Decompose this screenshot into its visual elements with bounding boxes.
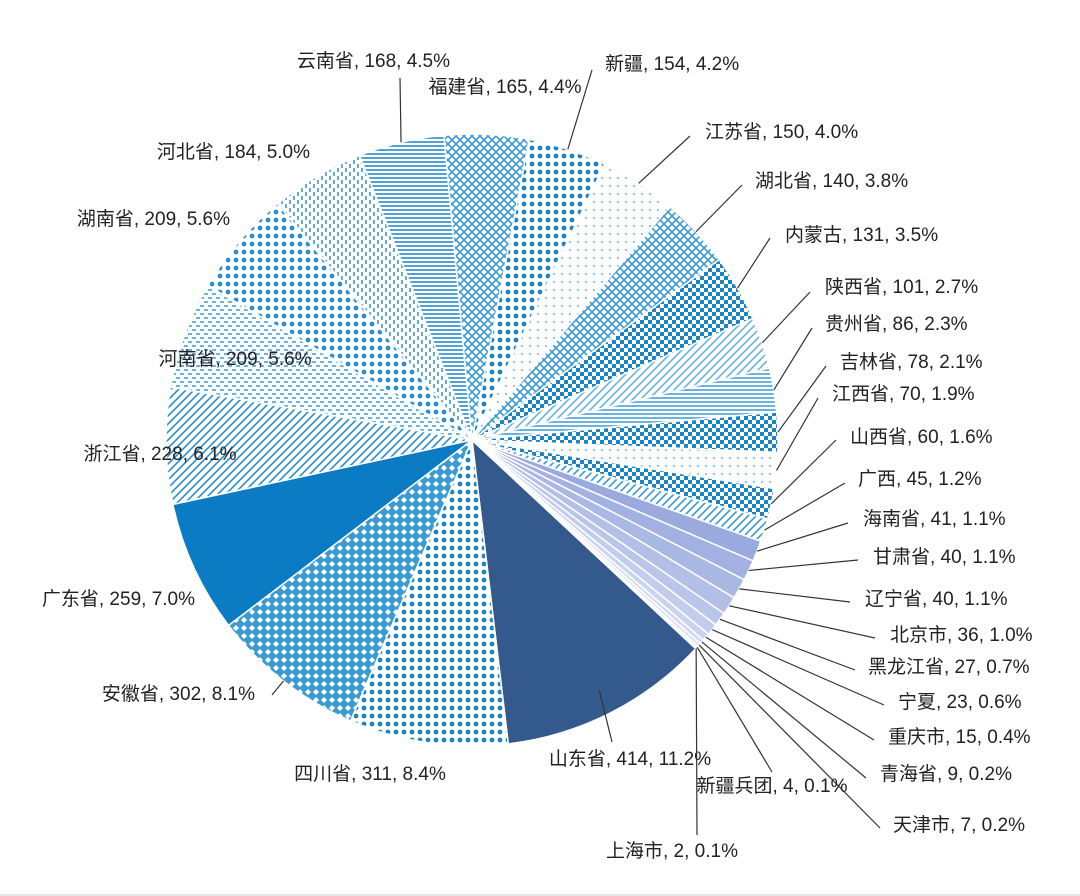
data-label: 甘肃省, 40, 1.1% bbox=[873, 546, 1016, 568]
leader-line bbox=[737, 237, 771, 289]
leader-line bbox=[729, 605, 876, 639]
data-label: 重庆市, 15, 0.4% bbox=[888, 726, 1031, 748]
pie-slice bbox=[171, 439, 473, 627]
data-label: 安徽省, 302, 8.1% bbox=[102, 683, 255, 705]
data-label: 陕西省, 101, 2.7% bbox=[825, 276, 978, 298]
leader-line bbox=[756, 522, 849, 552]
leader-line bbox=[638, 135, 691, 184]
leader-line bbox=[777, 365, 827, 433]
data-label: 云南省, 168, 4.5% bbox=[297, 50, 450, 72]
leader-line bbox=[775, 397, 819, 471]
leader-line bbox=[696, 646, 773, 773]
pie-slice bbox=[165, 386, 473, 506]
leader-line bbox=[271, 680, 284, 696]
leader-line bbox=[748, 559, 859, 572]
data-label: 黑龙江省, 27, 0.7% bbox=[868, 656, 1030, 678]
data-label: 广西, 45, 1.2% bbox=[858, 468, 982, 490]
data-label: 四川省, 311, 8.4% bbox=[294, 763, 446, 785]
leader-line bbox=[770, 439, 837, 505]
data-label: 山东省, 414, 11.2% bbox=[549, 748, 711, 770]
pie-slice bbox=[349, 437, 510, 747]
leader-line bbox=[764, 482, 846, 531]
leader-line bbox=[711, 629, 885, 706]
data-label: 天津市, 7, 0.2% bbox=[893, 814, 1025, 836]
leader-line bbox=[719, 618, 856, 671]
data-label: 新疆, 154, 4.2% bbox=[605, 53, 739, 75]
slices bbox=[165, 133, 779, 747]
data-label: 河北省, 184, 5.0% bbox=[157, 141, 310, 163]
data-label: 吉林省, 78, 2.1% bbox=[840, 351, 983, 373]
data-label: 海南省, 41, 1.1% bbox=[863, 508, 1006, 530]
data-label: 河南省, 209, 5.6% bbox=[158, 348, 311, 370]
pie-slice bbox=[471, 438, 697, 745]
leader-line bbox=[761, 291, 811, 344]
data-label: 湖北省, 140, 3.8% bbox=[755, 170, 908, 192]
leader-line bbox=[773, 327, 813, 391]
data-label: 福建省, 165, 4.4% bbox=[428, 76, 581, 98]
data-label: 内蒙古, 131, 3.5% bbox=[785, 224, 938, 246]
data-label: 辽宁省, 40, 1.1% bbox=[865, 588, 1008, 610]
data-label: 广东省, 259, 7.0% bbox=[42, 588, 195, 610]
data-label: 新疆兵团, 4, 0.1% bbox=[697, 775, 848, 797]
data-label: 宁夏, 23, 0.6% bbox=[898, 691, 1022, 713]
leader-line bbox=[698, 644, 881, 829]
pie-slice bbox=[227, 437, 474, 722]
data-label: 上海市, 2, 0.1% bbox=[606, 840, 738, 862]
leader-line bbox=[705, 636, 875, 741]
data-label: 山西省, 60, 1.6% bbox=[850, 426, 993, 448]
leader-line bbox=[701, 641, 867, 779]
data-label: 浙江省, 228, 6.1% bbox=[83, 443, 236, 465]
leader-line bbox=[567, 69, 593, 150]
data-label: 江苏省, 150, 4.0% bbox=[705, 121, 858, 143]
leader-line bbox=[739, 588, 851, 603]
data-label: 江西省, 70, 1.9% bbox=[832, 383, 975, 405]
leader-line bbox=[695, 648, 698, 836]
data-label: 贵州省, 86, 2.3% bbox=[825, 313, 968, 335]
data-label: 青海省, 9, 0.2% bbox=[880, 763, 1012, 785]
data-label: 北京市, 36, 1.0% bbox=[890, 624, 1033, 646]
leader-line bbox=[695, 184, 743, 233]
data-label: 湖南省, 209, 5.6% bbox=[77, 208, 230, 230]
leader-line bbox=[598, 690, 613, 743]
leader-line bbox=[399, 77, 402, 143]
